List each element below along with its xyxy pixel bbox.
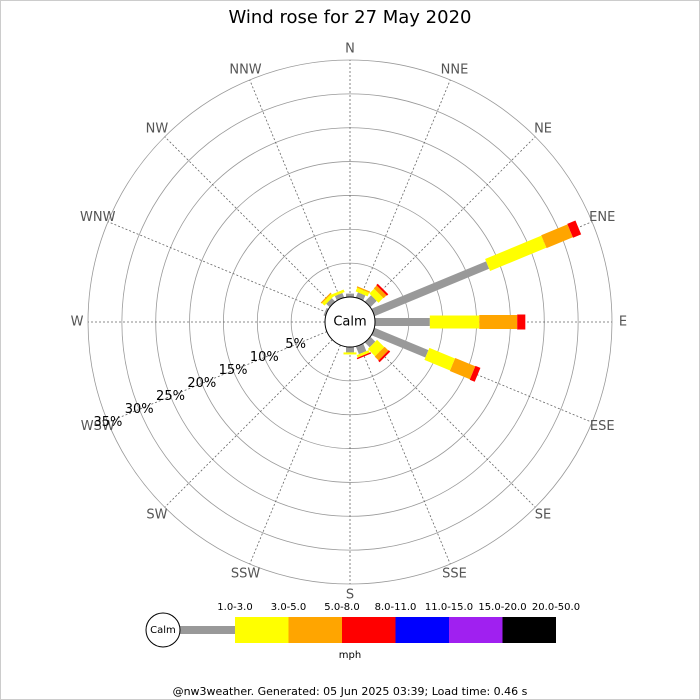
direction-label: E — [619, 315, 627, 330]
direction-label: NNW — [229, 62, 261, 77]
bar-segment — [367, 339, 385, 357]
spoke — [367, 339, 536, 508]
bar-segment — [424, 347, 456, 371]
bar-segment — [356, 350, 370, 358]
direction-label: ENE — [589, 210, 615, 225]
spoke — [249, 79, 341, 300]
r-tick-label: 5% — [285, 337, 306, 352]
r-tick-label: 35% — [93, 415, 122, 430]
bar-segment — [469, 365, 481, 382]
direction-label: SSW — [231, 567, 261, 582]
legend-swatch — [502, 617, 556, 643]
bar-segment — [374, 346, 389, 361]
legend-units: mph — [339, 650, 361, 661]
bar-segment — [320, 292, 332, 304]
spoke — [359, 344, 451, 565]
spoke — [107, 221, 328, 313]
r-tick-label: 15% — [219, 363, 248, 378]
footer: @nw3weather. Generated: 05 Jun 2025 03:3… — [173, 685, 528, 698]
direction-label: W — [71, 315, 84, 330]
bar-segment — [449, 358, 476, 380]
bar-segment — [356, 286, 371, 293]
spoke — [249, 344, 341, 565]
bar-segment — [355, 343, 367, 355]
bar-segment — [364, 336, 376, 348]
bar-segment — [364, 295, 377, 308]
r-tick-label: 20% — [187, 376, 216, 391]
calm-label: Calm — [333, 315, 366, 330]
spoke — [164, 339, 333, 508]
legend-swatch — [342, 617, 396, 643]
legend-swatch — [288, 617, 342, 643]
legend-label: 20.0-50.0 — [532, 602, 580, 613]
direction-label: NNE — [441, 62, 469, 77]
legend-calm-label: Calm — [150, 625, 176, 636]
legend-label: 5.0-8.0 — [324, 602, 359, 613]
bar-segment — [355, 287, 370, 297]
bar-segment — [485, 235, 547, 272]
spoke — [372, 331, 593, 423]
bar-segment — [376, 283, 389, 296]
direction-label: WSW — [81, 419, 115, 434]
chart-title: Wind rose for 27 May 2020 — [229, 7, 472, 28]
legend-swatch — [395, 617, 449, 643]
r-tick-label: 10% — [250, 350, 279, 365]
r-tick-label: 30% — [125, 402, 154, 417]
legend-label: 11.0-15.0 — [425, 602, 473, 613]
bar-segment — [334, 292, 345, 301]
bar-segment — [373, 285, 387, 299]
direction-label: WNW — [80, 210, 116, 225]
legend-label: 15.0-20.0 — [478, 602, 526, 613]
spoke — [164, 136, 333, 305]
spoke — [359, 79, 451, 300]
legend-swatch — [235, 617, 289, 643]
legend-label: 1.0-3.0 — [217, 602, 252, 613]
bar-segment — [355, 292, 366, 301]
bar-segment — [369, 288, 384, 303]
legend-label: 3.0-5.0 — [271, 602, 306, 613]
bar-segment — [567, 220, 582, 238]
legend-swatch — [449, 617, 503, 643]
legend-calm-circle — [145, 612, 181, 648]
direction-label: SE — [535, 508, 551, 523]
bar-segment — [356, 352, 372, 360]
direction-label: S — [346, 588, 354, 603]
direction-label: N — [345, 42, 355, 57]
legend-label: 8.0-11.0 — [375, 602, 417, 613]
grid-ring — [121, 93, 579, 551]
direction-label: SW — [146, 508, 167, 523]
direction-label: NW — [146, 121, 169, 136]
direction-label: SSE — [442, 567, 467, 582]
direction-label: ESE — [590, 419, 615, 434]
direction-label: NE — [534, 121, 552, 136]
bar-segment — [378, 350, 391, 363]
bar-segment — [371, 261, 490, 317]
spoke — [367, 136, 536, 305]
bar-segment — [321, 293, 334, 306]
bar-segment — [371, 327, 429, 358]
bar-segment — [331, 289, 345, 298]
bar-segment — [541, 224, 573, 249]
bar-segment — [326, 298, 336, 308]
calm-circle — [324, 296, 376, 348]
r-tick-label: 25% — [156, 389, 185, 404]
spoke — [107, 331, 328, 423]
